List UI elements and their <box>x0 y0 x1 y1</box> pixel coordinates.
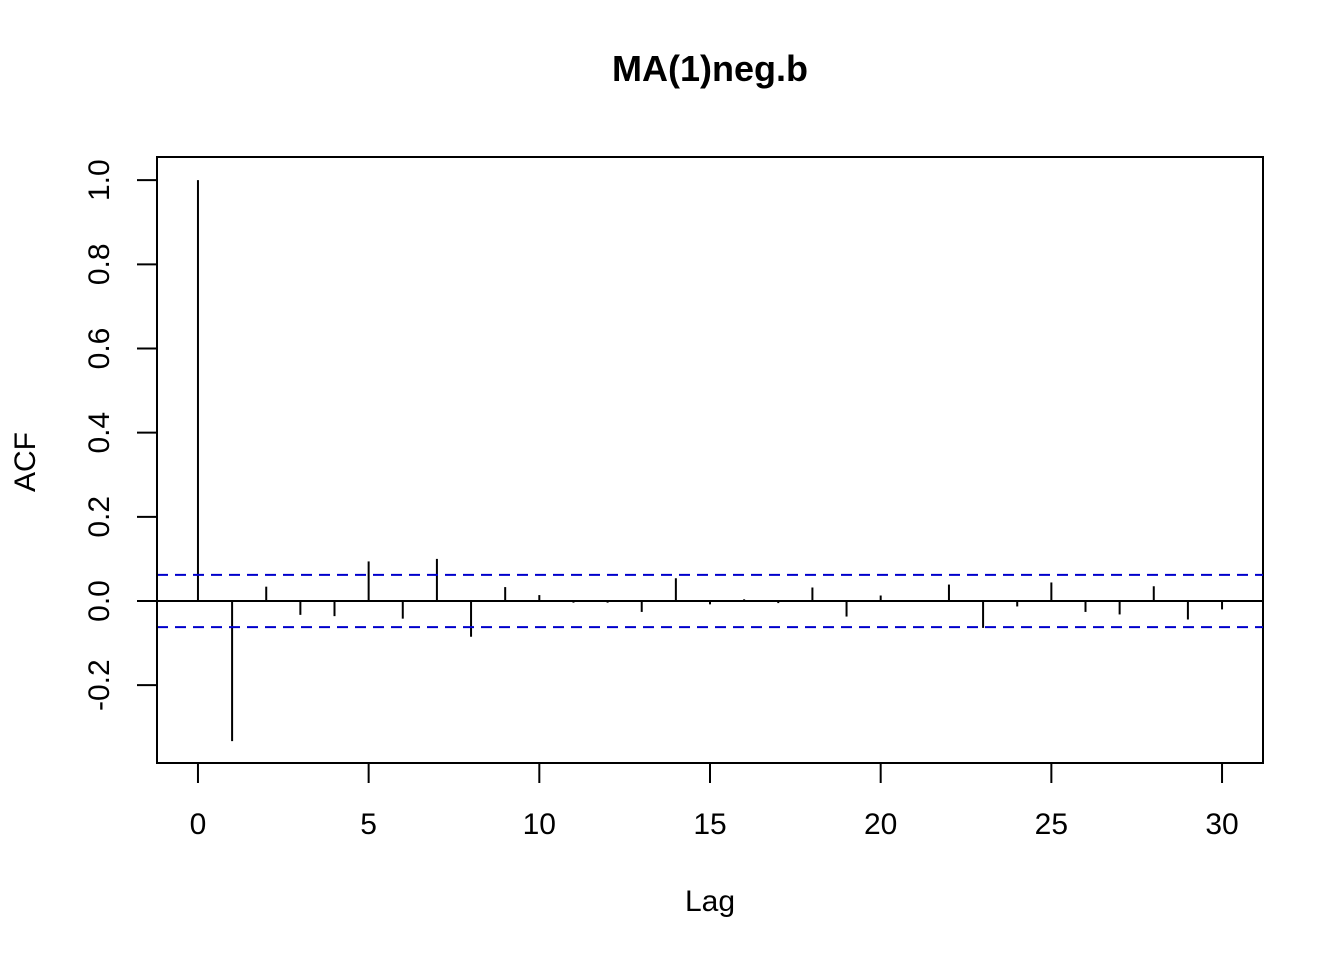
y-tick-label-0.8: 0.8 <box>83 243 116 285</box>
x-tick-label-10: 10 <box>523 808 556 841</box>
x-tick-label-0: 0 <box>190 808 207 841</box>
y-tick-label-1.0: 1.0 <box>83 159 116 201</box>
x-axis: 0 5 10 15 20 25 30 <box>190 762 1239 841</box>
plot-frame <box>156 156 1264 764</box>
chart-title: MA(1)neg.b <box>612 48 808 89</box>
x-tick-label-20: 20 <box>864 808 897 841</box>
y-tick-label-0.6: 0.6 <box>83 328 116 370</box>
y-tick-label--0.2: -0.2 <box>83 659 116 711</box>
x-tick-label-30: 30 <box>1205 808 1238 841</box>
x-tick-label-5: 5 <box>360 808 377 841</box>
y-tick-label-0.4: 0.4 <box>83 412 116 454</box>
y-tick-label-0.2: 0.2 <box>83 496 116 538</box>
acf-bars <box>157 180 1263 742</box>
x-axis-label: Lag <box>685 885 735 918</box>
y-axis-label: ACF <box>9 432 42 492</box>
x-tick-label-25: 25 <box>1035 808 1068 841</box>
x-tick-label-15: 15 <box>693 808 726 841</box>
confidence-bounds <box>157 573 1263 629</box>
y-tick-label-0.0: 0.0 <box>83 580 116 622</box>
y-axis: -0.2 0.0 0.2 0.4 0.6 0.8 1.0 <box>83 159 158 711</box>
